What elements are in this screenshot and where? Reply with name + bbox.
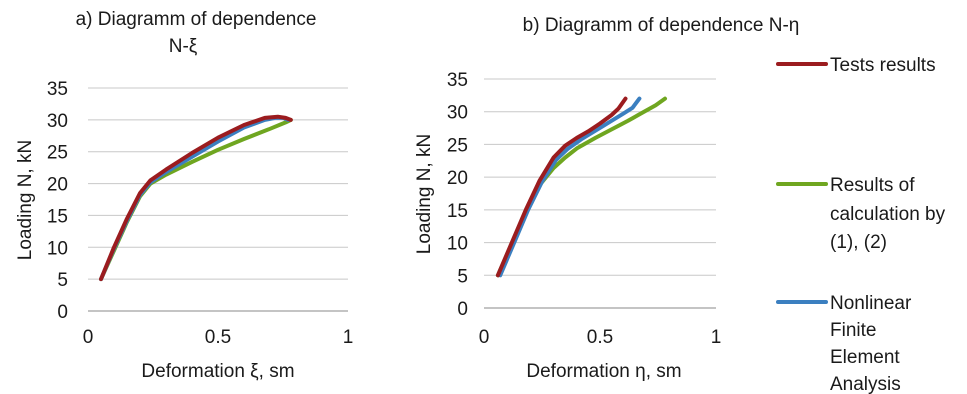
y-tick-label: 30 bbox=[47, 111, 68, 132]
chart-title-line: a) Diagramm of dependence bbox=[76, 9, 317, 30]
y-tick-label: 15 bbox=[447, 201, 468, 222]
legend-label: (1), (2) bbox=[830, 232, 887, 253]
x-tick-label: 0 bbox=[83, 327, 94, 348]
y-tick-label: 5 bbox=[57, 270, 68, 291]
y-tick-label: 35 bbox=[447, 70, 468, 91]
series-line-fea bbox=[498, 96, 642, 278]
legend: Tests results Results of calculation by (1)… bbox=[776, 55, 946, 394]
x-tick-label: 0.5 bbox=[587, 327, 613, 348]
x-tick-label: 0 bbox=[479, 327, 490, 348]
y-tick-label: 20 bbox=[447, 168, 468, 189]
y-axis-title: Loading N, kN bbox=[15, 140, 36, 260]
legend-label: calculation by bbox=[830, 204, 946, 225]
x-tick-label: 1 bbox=[343, 327, 354, 348]
legend-label: Tests results bbox=[830, 55, 936, 76]
series-line-calc bbox=[495, 96, 667, 278]
legend-label: Element bbox=[830, 347, 900, 368]
y-tick-label: 35 bbox=[47, 79, 68, 100]
y-tick-label: 20 bbox=[47, 175, 68, 196]
y-tick-label: 10 bbox=[47, 238, 68, 259]
series-line-calc bbox=[99, 117, 293, 282]
y-tick-label: 30 bbox=[447, 103, 468, 124]
y-tick-label: 0 bbox=[457, 299, 468, 320]
y-tick-label: 0 bbox=[57, 302, 68, 323]
legend-label: Finite bbox=[830, 320, 876, 341]
x-tick-label: 0.5 bbox=[205, 327, 231, 348]
series-line-tests bbox=[99, 114, 293, 282]
y-tick-label: 5 bbox=[457, 266, 468, 287]
chart-title-line: N-ξ bbox=[169, 36, 198, 57]
chart-title-line: b) Diagramm of dependence N-η bbox=[523, 15, 800, 36]
chart-a: a) Diagramm of dependenceN-ξ051015202530… bbox=[15, 9, 353, 382]
series-line-fea bbox=[99, 115, 291, 282]
y-tick-label: 15 bbox=[47, 206, 68, 227]
x-axis-title: Deformation ξ, sm bbox=[141, 361, 294, 382]
x-tick-label: 1 bbox=[711, 327, 722, 348]
y-tick-label: 25 bbox=[47, 143, 68, 164]
legend-label: Results of bbox=[830, 175, 915, 196]
y-tick-label: 10 bbox=[447, 234, 468, 255]
y-axis-title: Loading N, kN bbox=[414, 134, 435, 254]
series-line-tests bbox=[495, 96, 628, 278]
x-axis-title: Deformation η, sm bbox=[526, 361, 681, 382]
chart-b: b) Diagramm of dependence N-η05101520253… bbox=[414, 15, 799, 382]
y-tick-label: 25 bbox=[447, 135, 468, 156]
legend-label: Analysis bbox=[830, 374, 901, 394]
legend-label: Nonlinear bbox=[830, 293, 912, 314]
